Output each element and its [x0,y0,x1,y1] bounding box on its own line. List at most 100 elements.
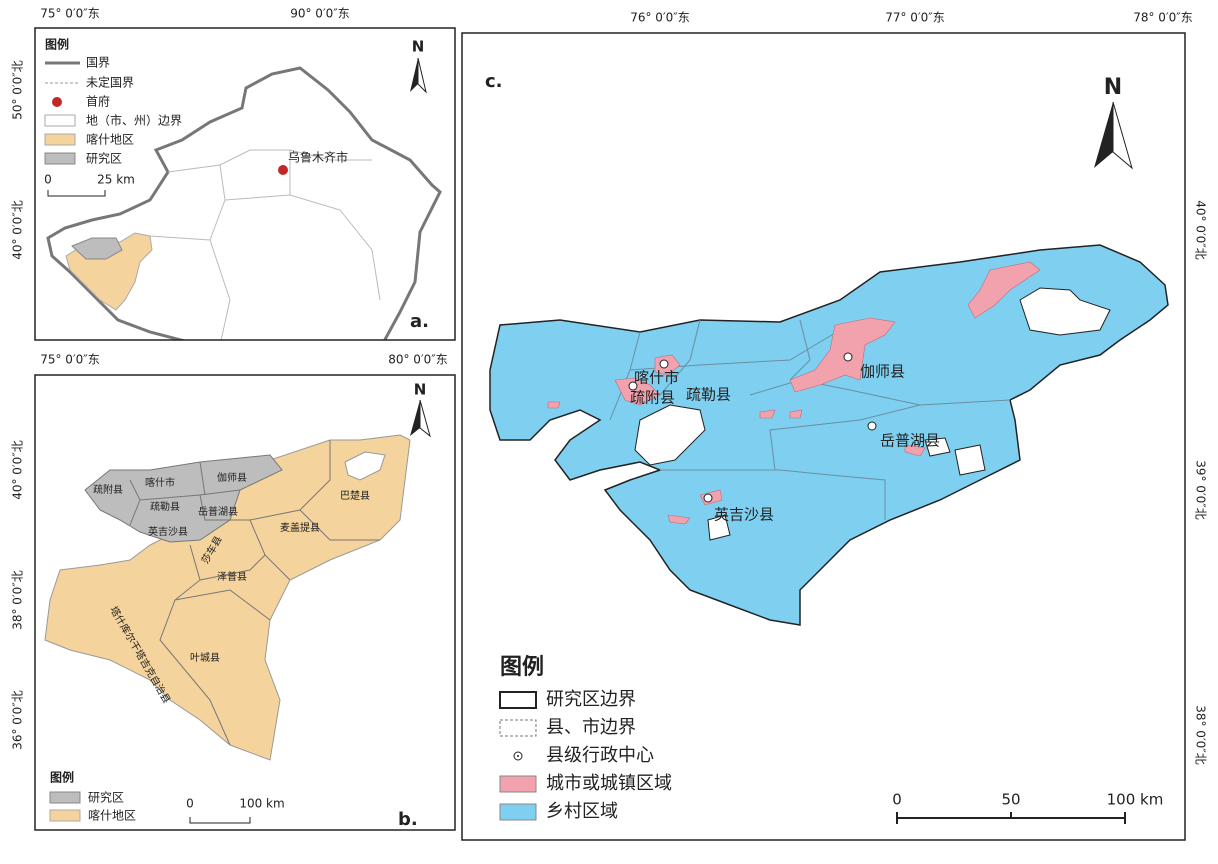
legend-label: 未定国界 [86,75,134,90]
panel-b: 75° 0′0″东 80° 0′0″东 40° 0′0″北 38° 0′0″北 … [11,353,456,831]
urban-area [904,444,926,457]
county-label: 巴楚县 [340,489,370,502]
county-label: 麦盖提县 [280,521,320,534]
urban-area [967,261,1041,319]
capital-marker [278,165,288,175]
scale-label: 0 [186,797,194,811]
county-center [703,493,713,503]
urban-area [547,401,561,409]
north-arrow [1112,101,1133,170]
north-arrow [1094,102,1113,168]
lon-label: 76° 0′0″东 [630,11,690,25]
county-center [843,352,853,362]
legend-symbol [517,755,519,757]
panel-b-frame [34,374,456,831]
county-center [659,359,669,369]
lake [954,444,986,476]
county-label: 喀什市 [145,476,175,489]
lon-label: 80° 0′0″东 [388,353,448,367]
county-center [867,421,877,431]
boundary [159,544,231,746]
county-label: 泽普县 [217,570,247,583]
lon-label: 78° 0′0″东 [1133,11,1193,25]
boundary [167,149,372,173]
lon-label: 75° 0′0″东 [40,353,100,367]
north-label: N [414,381,427,399]
scale-label: 0 [44,173,52,187]
scale-label: 25 km [97,173,135,187]
scale-bar [47,190,106,197]
legend-label: 研究区边界 [546,689,636,710]
legend-label: 县级行政中心 [546,745,654,766]
urban-areas [547,261,1041,525]
north-arrow [410,400,420,436]
county-label: 疏附县 [630,389,675,407]
scale-label: 50 [1001,791,1020,809]
legend-symbol [44,133,76,146]
panel-label: a. [410,311,429,332]
county-label: 伽师县 [217,471,247,484]
city-label: 乌鲁木齐市 [288,150,348,165]
lat-label: 50° 0′0″北 [11,60,25,120]
north-arrow [417,57,427,94]
north-label: N [412,38,425,56]
county-label: 疏附县 [93,483,123,496]
legend-symbol [499,691,537,709]
urban-area [789,317,896,393]
county-label: 岳普湖县 [198,505,238,518]
legend-title: 图例 [50,770,74,785]
scale-label: 0 [892,791,902,809]
lat-label: 36° 0′0″北 [11,690,25,750]
county-labels: 喀什市 疏附县 疏勒县 伽师县 岳普湖县 英吉沙县 [630,363,940,524]
county-centers [628,352,877,503]
boundary [199,554,266,581]
legend-symbol [499,719,537,737]
boundary [224,194,381,301]
legend-symbol [49,791,81,804]
boundary [659,319,701,396]
boundary [769,404,921,471]
legend-symbol [499,803,537,821]
county-label: 伽师县 [860,363,905,381]
lake [707,514,731,541]
lake [634,404,706,466]
county-label: 疏勒县 [686,386,731,404]
panel-b-map [44,434,411,761]
lon-label: 77° 0′0″东 [885,11,945,25]
lake [924,437,951,457]
scale-label: 100 km [239,797,284,811]
boundary [149,235,211,241]
panel-a-map [46,66,442,340]
county-label: 喀什市 [634,369,679,387]
panel-label: b. [398,809,418,830]
study-area [489,244,1169,626]
panel-a-frame [34,27,456,341]
lat-label: 38° 0′0″北 [1194,705,1208,765]
legend-title: 图例 [45,37,69,52]
boundary [129,479,241,501]
urban-area [789,409,803,419]
legend-symbol [499,775,537,793]
legend-label: 喀什地区 [86,133,134,147]
legend-title: 图例 [500,655,544,680]
lake [1019,287,1111,336]
scale-bar [189,817,251,824]
lat-label: 40° 0′0″北 [11,200,25,260]
boundary [199,494,230,521]
legend-label: 乡村区域 [546,801,618,822]
white-areas [634,287,1111,541]
boundary [174,589,271,621]
study-area [71,237,123,260]
boundary [749,379,1011,406]
urban-area [614,377,661,406]
legend-label: 地（市、州）边界 [86,113,182,128]
legend-symbol [52,97,62,107]
panel-label: c. [485,71,503,92]
boundary [660,469,886,520]
legend-symbol [44,114,76,127]
north-label: N [1104,75,1122,100]
county-label: 叶城县 [190,652,220,664]
boundary [129,499,141,526]
